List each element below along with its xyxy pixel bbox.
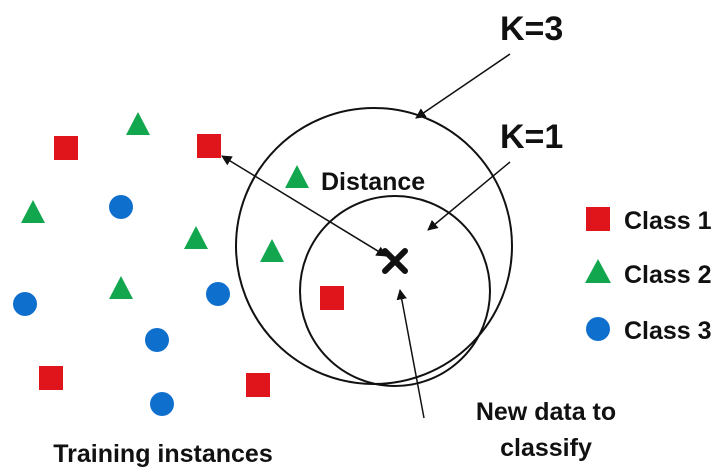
legend-square-icon — [586, 207, 610, 231]
class1-point — [246, 373, 270, 397]
class3-point — [13, 292, 37, 316]
class2-point — [21, 200, 45, 223]
distance-arrow — [221, 155, 387, 257]
legend-triangle-icon — [585, 259, 611, 283]
legend-label-class3: Class 3 — [624, 317, 712, 345]
class3-point — [109, 195, 133, 219]
legend-label-class2: Class 2 — [624, 261, 712, 289]
new-data-pointer-arrow — [396, 288, 425, 419]
class3-point — [145, 328, 169, 352]
class1-point — [39, 366, 63, 390]
class1-point — [54, 136, 78, 160]
legend-circle-icon — [586, 317, 610, 341]
class2-point — [126, 112, 150, 135]
training-instances-label: Training instances — [53, 440, 273, 468]
new-data-label-line1: New data to — [476, 398, 616, 426]
new-data-label-line2: classify — [500, 434, 592, 462]
legend-label-class1: Class 1 — [624, 207, 712, 235]
legend: Class 1 Class 2 Class 3 — [585, 207, 712, 345]
x-mark-icon — [382, 248, 408, 274]
k3-pointer-arrow — [415, 53, 511, 119]
k1-neighborhood-circle — [299, 195, 491, 387]
class2-point — [285, 165, 309, 188]
class3-point — [206, 282, 230, 306]
class3-point — [150, 392, 174, 416]
class2-point — [184, 226, 208, 249]
k3-neighborhood-circle — [235, 107, 513, 385]
class2-point — [260, 239, 284, 262]
distance-label: Distance — [321, 168, 425, 196]
k1-pointer-arrow — [427, 161, 511, 231]
class2-point — [109, 276, 133, 299]
k3-label: K=3 — [500, 10, 563, 48]
class1-point — [197, 134, 221, 158]
k1-label: K=1 — [500, 118, 563, 156]
class1-point — [320, 286, 344, 310]
